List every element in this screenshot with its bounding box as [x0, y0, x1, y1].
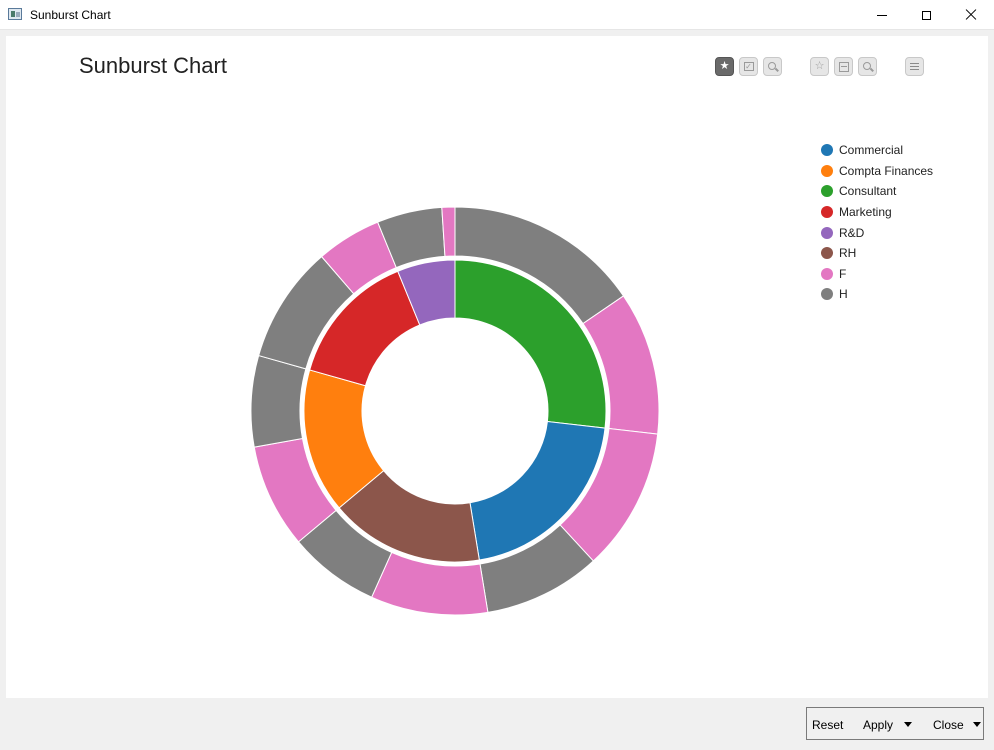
zoom-out-button[interactable]: [858, 57, 877, 76]
select-button[interactable]: ✓: [739, 57, 758, 76]
sunburst-inner-segment[interactable]: [469, 420, 606, 561]
dialog-button-bar: Reset Apply Close: [806, 707, 984, 740]
sunburst-chart: [250, 206, 660, 616]
legend-label: RH: [839, 246, 857, 261]
close-icon: [965, 9, 977, 21]
legend-swatch: [821, 164, 833, 177]
legend-label: F: [839, 266, 847, 281]
legend-item[interactable]: Compta Finances: [821, 161, 933, 182]
legend-label: R&D: [839, 225, 865, 240]
zoom-icon: [767, 61, 776, 70]
star-outline-icon: ☆: [814, 60, 825, 72]
zoom-button[interactable]: [763, 57, 782, 76]
menu-icon: [910, 63, 919, 70]
close-dropdown-icon[interactable]: [973, 722, 981, 727]
minimize-button[interactable]: [859, 0, 905, 30]
legend-swatch: [821, 206, 833, 219]
legend-item[interactable]: F: [821, 264, 933, 285]
star-button[interactable]: ★: [715, 57, 734, 76]
close-button[interactable]: Close: [933, 718, 964, 732]
sunburst-outer-segment[interactable]: [441, 206, 456, 257]
maximize-icon: [921, 10, 931, 20]
legend-swatch: [821, 226, 833, 239]
checkbox-icon: ✓: [743, 62, 754, 71]
star-icon: ★: [719, 60, 730, 72]
menu-button[interactable]: [905, 57, 924, 76]
minimize-icon: [877, 14, 887, 16]
sunburst-inner-segment[interactable]: [454, 259, 607, 429]
legend-label: H: [839, 287, 848, 302]
zoom-out-icon: [862, 61, 871, 70]
legend-item[interactable]: Commercial: [821, 140, 933, 161]
legend-swatch: [821, 185, 833, 198]
legend-item[interactable]: Consultant: [821, 181, 933, 202]
apply-dropdown-icon[interactable]: [904, 722, 912, 727]
chart-legend: Commercial Compta Finances Consultant Marke…: [821, 140, 933, 305]
legend-swatch: [821, 247, 833, 260]
legend-item[interactable]: Marketing: [821, 202, 933, 223]
split-icon: [838, 61, 849, 72]
legend-item[interactable]: H: [821, 284, 933, 305]
title-bar: Sunburst Chart: [0, 0, 994, 30]
legend-label: Commercial: [839, 143, 904, 158]
maximize-button[interactable]: [903, 0, 949, 30]
reset-button[interactable]: Reset: [812, 718, 844, 732]
legend-swatch: [821, 288, 833, 301]
sunburst-outer-segment[interactable]: [250, 354, 307, 448]
star-outline-button[interactable]: ☆: [810, 57, 829, 76]
legend-item[interactable]: R&D: [821, 222, 933, 243]
sunburst-inner-segment[interactable]: [397, 259, 456, 326]
chart-title: Sunburst Chart: [79, 53, 227, 78]
legend-label: Marketing: [839, 205, 892, 220]
legend-label: Compta Finances: [839, 163, 934, 178]
legend-label: Consultant: [839, 184, 897, 199]
close-window-button[interactable]: [948, 0, 994, 30]
window-title: Sunburst Chart: [30, 8, 111, 22]
split-button[interactable]: [834, 57, 853, 76]
legend-item[interactable]: RH: [821, 243, 933, 264]
legend-swatch: [821, 144, 833, 157]
chart-panel: Sunburst Chart ★ ✓ ☆ Commercial Compta Fi…: [6, 36, 988, 698]
sunburst-outer-segment[interactable]: [370, 551, 489, 616]
legend-swatch: [821, 267, 833, 280]
apply-button[interactable]: Apply: [863, 718, 894, 732]
app-icon: [8, 8, 22, 20]
